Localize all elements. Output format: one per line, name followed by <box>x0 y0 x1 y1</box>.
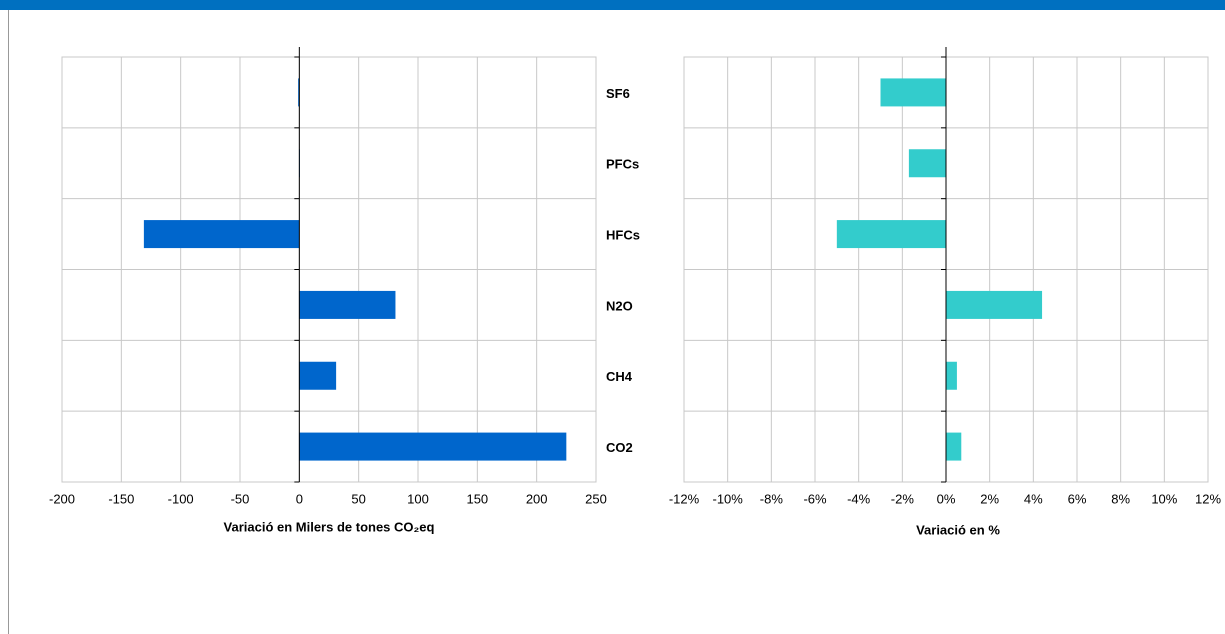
x-tick-label: -4% <box>847 491 871 506</box>
x-tick-label: -100 <box>168 491 194 506</box>
x-tick-label: 250 <box>585 491 607 506</box>
x-tick-label: -6% <box>803 491 827 506</box>
x-tick-label: -2% <box>891 491 915 506</box>
bar <box>880 78 946 107</box>
x-tick-label: -50 <box>231 491 250 506</box>
bar <box>908 149 946 178</box>
x-tick-label: -12% <box>669 491 700 506</box>
bar <box>946 432 962 461</box>
x-tick-label: -10% <box>712 491 743 506</box>
category-label: SF6 <box>606 86 630 101</box>
category-label: CO2 <box>606 440 633 455</box>
x-tick-label: 6% <box>1068 491 1087 506</box>
plot-border <box>61 56 597 483</box>
x-tick-label: 200 <box>526 491 548 506</box>
x-tick-label: -150 <box>108 491 134 506</box>
top-bar <box>0 0 1225 10</box>
bar <box>946 290 1043 319</box>
x-axis-title: Variació en Milers de tones CO₂eq <box>224 519 435 534</box>
x-tick-label: 4% <box>1024 491 1043 506</box>
x-tick-label: 50 <box>351 491 365 506</box>
x-axis-title: Variació en % <box>916 522 1000 537</box>
bar <box>143 220 300 249</box>
x-tick-label: 150 <box>466 491 488 506</box>
x-tick-label: 8% <box>1111 491 1130 506</box>
x-tick-label: 0% <box>937 491 956 506</box>
bar <box>836 220 946 249</box>
x-tick-label: 12% <box>1195 491 1221 506</box>
category-label: HFCs <box>606 228 640 243</box>
x-tick-label: 2% <box>980 491 999 506</box>
x-tick-label: 0 <box>296 491 303 506</box>
bar <box>299 290 396 319</box>
bar <box>299 361 337 390</box>
bar <box>298 78 300 107</box>
x-tick-label: 10% <box>1151 491 1177 506</box>
category-label: CH4 <box>606 369 633 384</box>
bar <box>946 361 957 390</box>
x-tick-label: -8% <box>760 491 784 506</box>
category-label: PFCs <box>606 157 639 172</box>
x-tick-label: 100 <box>407 491 429 506</box>
x-tick-label: -200 <box>49 491 75 506</box>
bar <box>299 432 567 461</box>
category-label: N2O <box>606 298 633 313</box>
